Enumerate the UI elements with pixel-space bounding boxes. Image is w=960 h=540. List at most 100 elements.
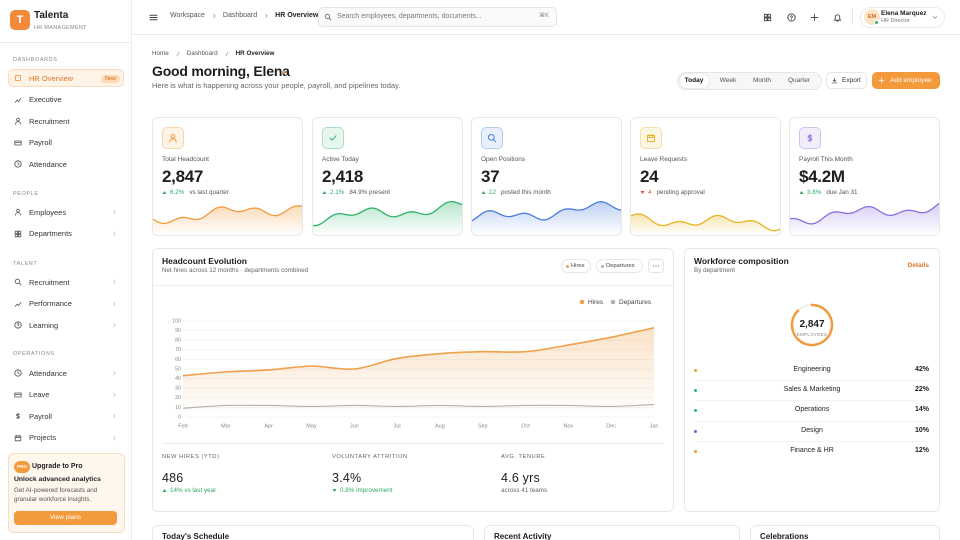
stat-sub-row: 14% vs last year xyxy=(162,487,216,494)
sidebar-icon xyxy=(15,75,21,81)
search-icon xyxy=(324,13,332,21)
department-dot xyxy=(694,388,697,392)
greeting-dot xyxy=(282,71,285,74)
chart-card xyxy=(152,248,674,512)
workforce-action[interactable]: Details xyxy=(907,262,929,270)
y-tick-label: 0 xyxy=(178,414,181,420)
y-tick-label: 20 xyxy=(175,395,181,401)
kpi-delta-row: 6.2% vs last quarter xyxy=(162,189,229,196)
sidebar-item[interactable] xyxy=(8,407,124,425)
department-dot xyxy=(694,449,697,453)
sidebar-icon xyxy=(14,140,22,145)
series-filter[interactable] xyxy=(596,259,643,273)
add-button[interactable] xyxy=(872,72,940,89)
user-role: HR Director xyxy=(881,17,910,24)
sidebar-chevron xyxy=(113,322,116,328)
breadcrumb-item[interactable]: Dashboard xyxy=(186,50,218,57)
sidebar-chevron-shape xyxy=(113,209,116,215)
kpi-icon xyxy=(169,134,177,143)
topbar-icon xyxy=(833,14,842,22)
stat-sub-row: across 41 teams xyxy=(501,487,547,494)
legend-marker xyxy=(579,299,585,305)
sidebar-section-title: DASHBOARDS xyxy=(13,56,58,63)
line-chart: Hires Departures 0 10 20 30 40 50 60 70 80 90 100 Feb… xyxy=(172,299,658,429)
kpi-value: 2,847 xyxy=(162,166,204,186)
y-tick-label: 70 xyxy=(175,347,181,353)
stat-delta: 14% vs last year xyxy=(170,487,217,494)
sidebar-item[interactable] xyxy=(8,134,124,152)
kpi-value: 37 xyxy=(481,166,500,186)
kpi-icon-shape xyxy=(488,134,497,143)
legend-label: Departures xyxy=(619,299,652,306)
department-share: 12% xyxy=(914,446,929,454)
y-tick-label: 10 xyxy=(175,405,181,411)
x-tick-label: Jul xyxy=(394,423,401,429)
range-tab[interactable]: Quarter xyxy=(787,77,811,85)
sidebar-item[interactable] xyxy=(8,316,124,334)
trend-arrow-shape xyxy=(162,191,167,194)
kpi-sparkline xyxy=(472,201,621,235)
stat-label: AVG. TENURE xyxy=(501,453,546,460)
search-box[interactable] xyxy=(318,7,557,27)
department-name: Design xyxy=(801,426,823,434)
sidebar-icon-shape xyxy=(14,392,22,397)
series-filter-dot xyxy=(566,265,569,268)
bottom-card xyxy=(750,525,940,540)
user-menu[interactable] xyxy=(860,7,945,28)
sidebar-chevron-shape xyxy=(113,231,116,236)
y-tick-label: 80 xyxy=(175,338,181,344)
series-line xyxy=(182,403,655,409)
chart-menu[interactable] xyxy=(648,259,664,273)
sidebar-item[interactable] xyxy=(8,429,124,447)
sidebar-item[interactable] xyxy=(8,386,124,404)
sidebar-icon xyxy=(14,97,22,103)
breadcrumb-item[interactable]: Workspace xyxy=(170,12,205,19)
kpi-card xyxy=(630,117,781,236)
page-subtitle: Here is what is happening across your pe… xyxy=(152,80,401,90)
chart-title: Headcount Evolution xyxy=(162,255,247,266)
bottom-card-title: Celebrations xyxy=(760,532,809,540)
add-icon-shape xyxy=(878,77,885,84)
kpi-delta: 3.8% xyxy=(807,189,822,196)
y-tick-label: 60 xyxy=(175,357,181,363)
sidebar-badge: New xyxy=(101,74,121,84)
range-tab[interactable]: Week xyxy=(719,77,737,85)
promo-button[interactable]: View plans xyxy=(14,511,117,525)
separator-shape xyxy=(225,50,229,57)
sidebar-chevron-shape xyxy=(113,392,116,397)
kpi-icon xyxy=(647,134,655,142)
series-filter[interactable] xyxy=(561,259,591,273)
sidebar-item[interactable] xyxy=(8,69,124,87)
kpi-delta: 2.1% xyxy=(330,189,345,196)
department-dot xyxy=(694,429,697,433)
sidebar-chevron xyxy=(113,435,116,440)
range-tab[interactable]: Today xyxy=(684,77,704,85)
department-divider xyxy=(694,380,929,381)
sidebar-icon xyxy=(14,434,22,441)
export-button[interactable] xyxy=(826,72,867,89)
kpi-sparkline xyxy=(790,202,939,235)
kpi-note: posted this month xyxy=(501,189,551,196)
sparkline-line xyxy=(313,200,462,227)
greeting: Good morning, Elena xyxy=(152,62,290,79)
search-placeholder: Search employees, departments, documents… xyxy=(337,12,482,20)
sidebar-chevron-shape xyxy=(113,413,116,419)
kpi-label: Leave Requests xyxy=(640,156,687,164)
breadcrumb-item[interactable]: Dashboard xyxy=(222,12,258,19)
stat-value: 486 xyxy=(162,470,184,485)
breadcrumb-item: HR Overview xyxy=(275,12,319,19)
sparkline-line xyxy=(153,205,302,225)
bottom-card-title: Recent Activity xyxy=(494,532,552,540)
menu-button-shape xyxy=(149,14,158,21)
sidebar-item[interactable] xyxy=(8,91,124,109)
trend-arrow xyxy=(799,191,804,194)
sidebar-chevron xyxy=(113,392,116,397)
trend-arrow-shape xyxy=(640,191,645,194)
sidebar-icon xyxy=(14,278,22,286)
department-name: Finance & HR xyxy=(790,446,834,454)
range-tab[interactable]: Month xyxy=(752,77,772,85)
breadcrumb-item[interactable]: Home xyxy=(152,50,169,57)
kpi-icon-shape xyxy=(169,134,177,143)
y-tick-label: 30 xyxy=(175,386,181,392)
